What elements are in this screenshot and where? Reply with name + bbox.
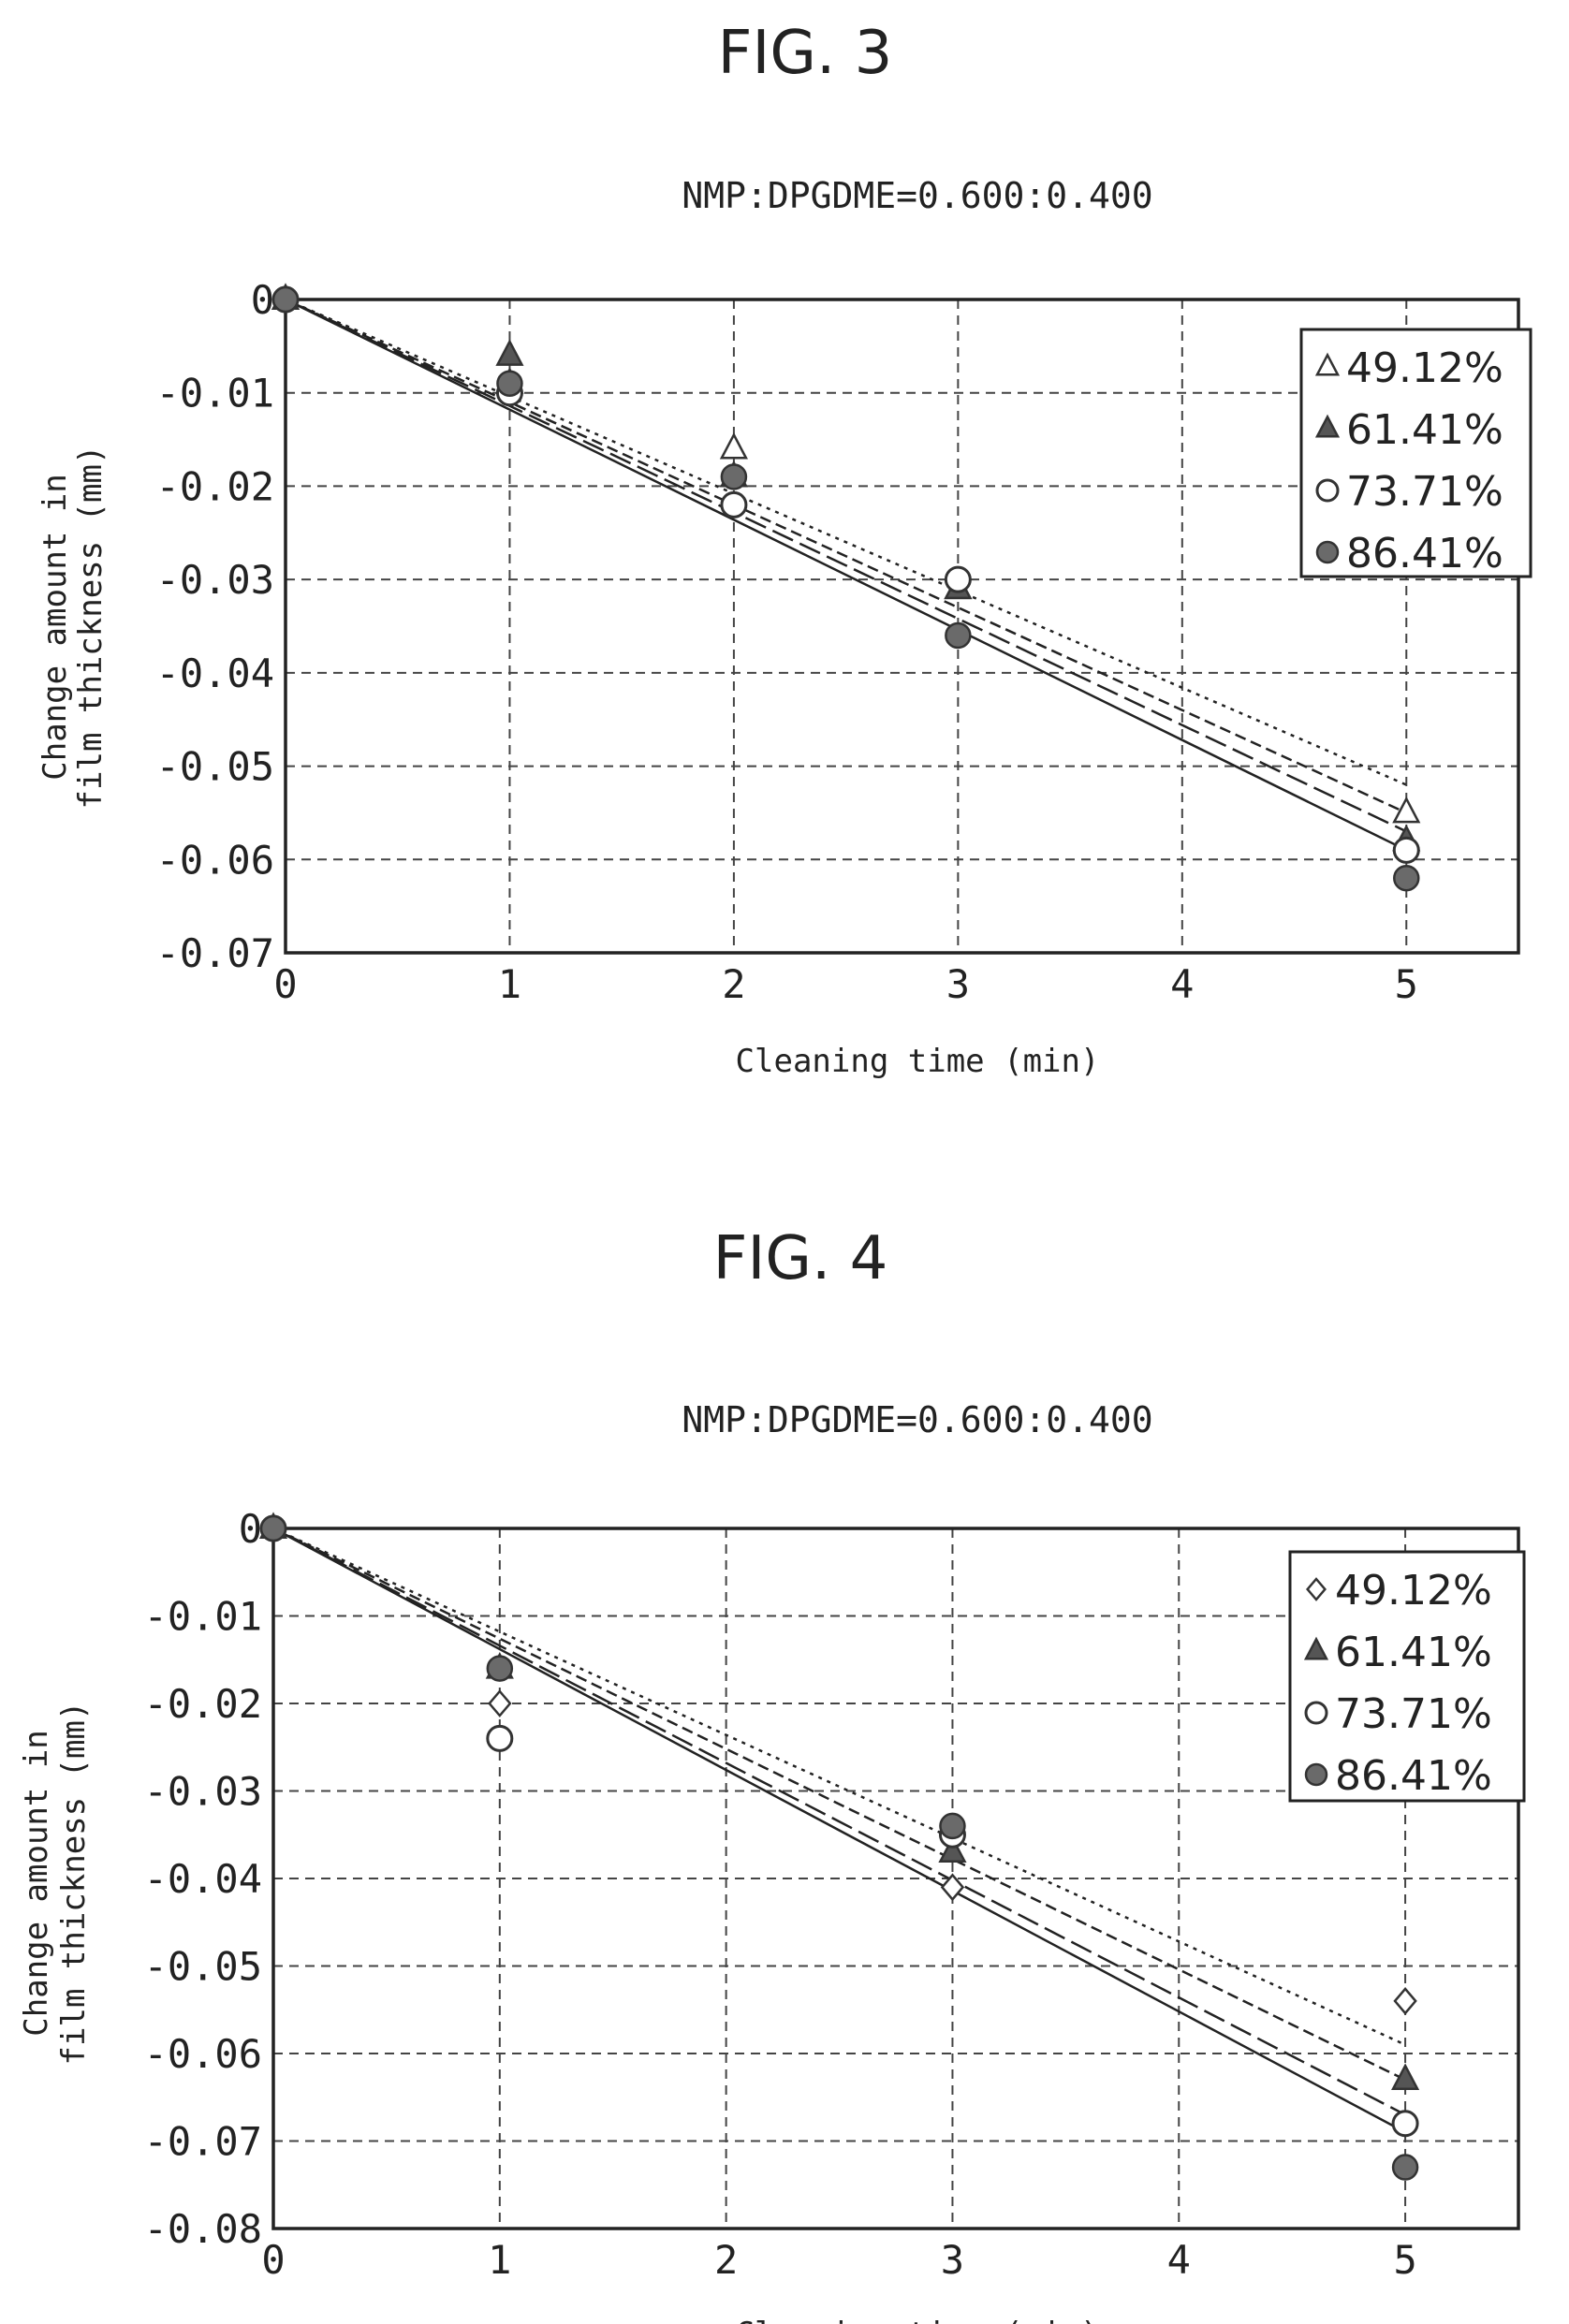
data-point — [940, 1873, 965, 1902]
data-point — [259, 1514, 287, 1542]
data-point — [1393, 1986, 1417, 2015]
legend-marker — [1306, 1577, 1327, 1601]
trend-line — [285, 298, 1407, 852]
trend-line — [272, 1527, 1406, 2082]
x-tick-label: 4 — [1167, 2237, 1191, 2283]
plot-frame — [271, 1527, 1520, 2230]
legend-marker — [1304, 1701, 1328, 1725]
legend-label: 86.41% — [1346, 530, 1503, 577]
legend-box — [1288, 1550, 1526, 1803]
x-tick-label: 0 — [273, 961, 297, 1007]
y-tick-label: -0.06 — [144, 2031, 262, 2077]
figure-3-chart: FIG. 3 NMP:DPGDME=0.600:0.400 0 1 2 3 4 5 0 -0.01… — [37, 19, 1532, 1080]
data-point — [720, 463, 748, 490]
legend-marker — [1315, 478, 1340, 503]
y-axis-label: film thickness (mm) — [55, 1702, 93, 2066]
data-point — [719, 431, 748, 460]
legend-label: 49.12% — [1335, 1567, 1492, 1615]
x-axis-label: Cleaning time (min) — [736, 1043, 1100, 1080]
y-tick-label: -0.07 — [144, 2119, 262, 2165]
legend-marker — [1314, 414, 1341, 438]
y-tick-label: -0.05 — [156, 744, 274, 790]
legend-label: 73.71% — [1335, 1690, 1492, 1738]
trend-line — [285, 298, 1407, 833]
y-tick-label: -0.02 — [156, 463, 274, 509]
y-tick-label: -0.03 — [156, 557, 274, 603]
x-tick-label: 3 — [941, 2237, 964, 2283]
figure-label: FIG. 4 — [713, 1224, 888, 1294]
x-tick-label: 2 — [714, 2237, 738, 2283]
y-tick-label: -0.02 — [144, 1681, 262, 1727]
y-axis-label: film thickness (mm) — [72, 446, 110, 810]
data-point — [488, 1689, 512, 1717]
trend-line — [285, 298, 1407, 786]
y-tick-label: -0.03 — [144, 1769, 262, 1815]
trend-line — [272, 1527, 1406, 2046]
y-tick-label: -0.04 — [156, 650, 274, 696]
y-tick-label: -0.05 — [144, 1944, 262, 1990]
figure-label: FIG. 3 — [718, 19, 893, 88]
data-point — [495, 339, 524, 366]
data-point — [1391, 2063, 1420, 2091]
legend-marker — [1303, 1636, 1329, 1660]
x-tick-label: 1 — [498, 961, 521, 1007]
y-tick-label: -0.06 — [156, 837, 274, 883]
y-axis-label: Change amount in — [37, 474, 74, 781]
x-tick-label: 2 — [722, 961, 745, 1007]
data-point — [939, 1812, 966, 1840]
y-tick-label: -0.07 — [156, 930, 274, 976]
y-tick-label: -0.01 — [156, 371, 274, 417]
chart-title: NMP:DPGDME=0.600:0.400 — [682, 1399, 1152, 1440]
legend-box — [1299, 328, 1532, 578]
data-point — [720, 490, 748, 519]
data-point — [1392, 796, 1421, 824]
data-point — [486, 1724, 514, 1752]
legend-label: 49.12% — [1346, 344, 1503, 392]
data-point — [945, 621, 972, 650]
legend-label: 73.71% — [1346, 468, 1503, 516]
legend-label: 61.41% — [1335, 1629, 1492, 1676]
data-point — [1391, 2154, 1419, 2181]
data-point — [486, 1655, 514, 1682]
trend-line — [285, 298, 1407, 814]
figure-4-chart: FIG. 4 NMP:DPGDME=0.600:0.400 0 1 2 3 4 5 0 -0.01… — [18, 1224, 1526, 2324]
x-tick-label: 5 — [1393, 2237, 1416, 2283]
legend-marker — [1304, 1762, 1328, 1787]
x-axis-label: Cleaning time (min) — [736, 2316, 1100, 2324]
legend-label: 86.41% — [1335, 1752, 1492, 1800]
data-point — [271, 285, 300, 314]
x-tick-label: 5 — [1395, 961, 1418, 1007]
plot-frame — [284, 298, 1520, 955]
x-tick-label: 4 — [1170, 961, 1194, 1007]
data-point — [496, 370, 523, 397]
trend-line — [272, 1527, 1406, 2116]
legend-label: 61.41% — [1346, 406, 1503, 454]
y-tick-label: 0 — [251, 277, 274, 323]
y-tick-label: 0 — [239, 1506, 262, 1552]
data-point — [1391, 2110, 1419, 2138]
x-tick-label: 3 — [946, 961, 970, 1007]
legend-marker — [1315, 540, 1340, 564]
y-tick-label: -0.04 — [144, 1856, 262, 1902]
x-tick-label: 0 — [261, 2237, 285, 2283]
y-axis-label: Change amount in — [18, 1730, 55, 2037]
trend-line — [272, 1527, 1406, 2134]
data-point — [1392, 836, 1420, 864]
chart-title: NMP:DPGDME=0.600:0.400 — [682, 175, 1152, 216]
data-point — [938, 1835, 967, 1863]
data-point — [944, 565, 972, 593]
x-tick-label: 1 — [488, 2237, 511, 2283]
data-point — [1393, 864, 1420, 892]
legend-marker — [1314, 352, 1341, 376]
y-tick-label: -0.01 — [144, 1594, 262, 1640]
y-tick-label: -0.08 — [144, 2206, 262, 2252]
